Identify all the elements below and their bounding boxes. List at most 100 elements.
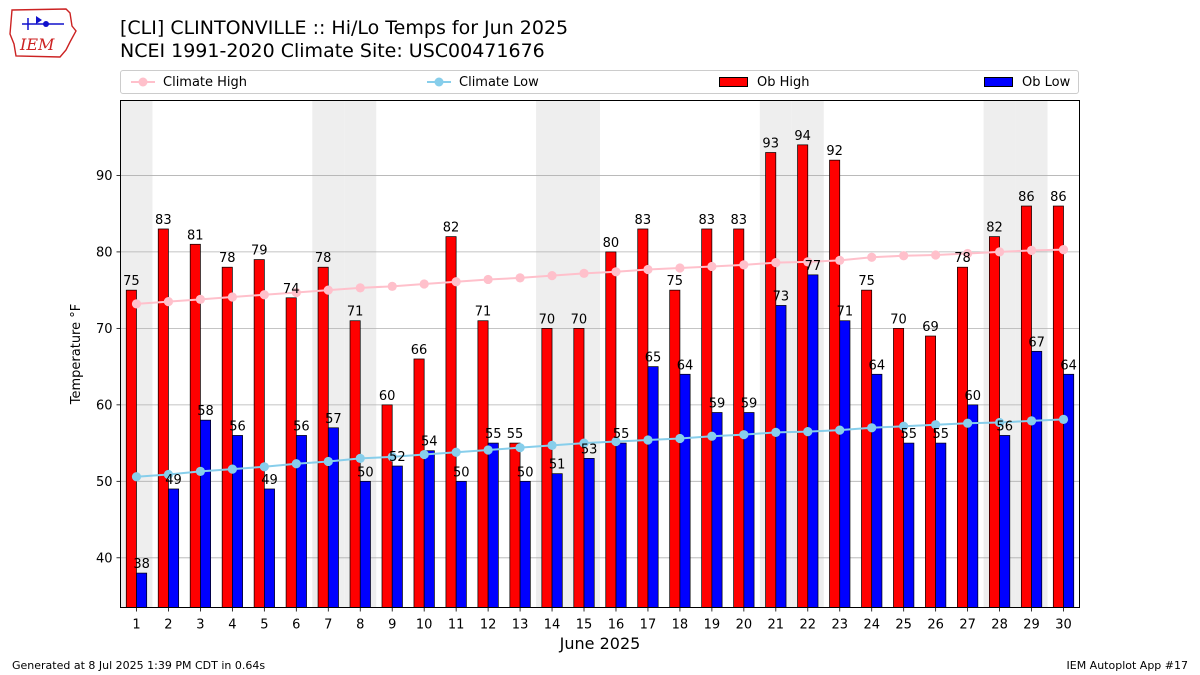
legend-item-climate-high: Climate High	[131, 71, 247, 93]
x-tick-label: 2	[164, 618, 172, 633]
ob-low-bar	[327, 427, 339, 608]
ob-low-bar	[967, 404, 979, 608]
climate-low-point	[994, 417, 1005, 428]
ob-low-bar	[583, 458, 595, 608]
ob-low-value-label: 49	[261, 473, 278, 488]
ob-low-bar	[935, 442, 947, 608]
ob-high-value-label: 93	[762, 137, 779, 152]
ob-low-value-label: 55	[485, 427, 502, 442]
climate-low-point	[483, 445, 493, 455]
climate-low-point	[547, 440, 557, 450]
climate-high-point	[419, 279, 429, 289]
weekend-shade	[536, 100, 569, 608]
ob-high-bar	[733, 228, 745, 608]
ob-low-value-label: 77	[805, 259, 822, 274]
x-tick-label: 1	[132, 618, 140, 633]
ob-low-value-label: 38	[133, 557, 150, 572]
climate-high-point	[611, 267, 621, 277]
ob-high-value-label: 94	[794, 129, 811, 144]
climate-high-point	[163, 297, 174, 307]
ob-high-value-label: 75	[858, 274, 875, 289]
weekend-shade	[344, 100, 377, 608]
ob-low-value-label: 57	[325, 412, 342, 427]
ob-high-bar	[317, 266, 329, 608]
ob-low-bar	[264, 488, 275, 608]
climate-high-point	[835, 255, 845, 265]
x-tick-label: 10	[416, 618, 433, 633]
ob-high-value-label: 86	[1050, 190, 1067, 205]
ob-high-bar	[253, 259, 265, 608]
climate-high-point	[899, 251, 909, 261]
ob-high-bar	[413, 358, 425, 608]
x-tick-label: 19	[704, 618, 721, 633]
legend-item-ob-low: Ob Low	[984, 71, 1070, 93]
legend-label-ob-high: Ob High	[757, 74, 810, 90]
ob-high-value-label: 70	[539, 312, 556, 327]
x-tick-label: 21	[768, 618, 785, 633]
ob-low-bar	[487, 442, 499, 608]
ob-low-bar	[807, 274, 819, 608]
climate-high-point	[451, 277, 461, 287]
climate-low-point	[675, 433, 685, 444]
ob-high-bar	[1020, 205, 1032, 608]
ob-low-value-label: 50	[357, 465, 374, 480]
climate-high-point	[387, 281, 397, 291]
x-tick-label: 13	[512, 618, 529, 633]
climate-high-point	[227, 292, 237, 302]
x-tick-label: 6	[292, 618, 300, 633]
climate-low-point	[867, 423, 877, 433]
y-tick-label: 90	[96, 169, 113, 184]
x-tick-label: 24	[863, 618, 880, 633]
ob-low-bar	[232, 435, 243, 608]
footer-generated: Generated at 8 Jul 2025 1:39 PM CDT in 0…	[12, 659, 266, 672]
climate-low-point	[963, 418, 973, 428]
climate-high-point	[931, 250, 941, 260]
ob-high-value-label: 79	[251, 244, 268, 259]
weekend-shade	[1015, 100, 1048, 608]
ob-low-bar	[839, 320, 851, 608]
ob-low-bar	[455, 480, 467, 608]
ob-high-bar	[157, 228, 169, 608]
climate-low-point	[451, 447, 461, 457]
ob-low-value-label: 60	[964, 389, 981, 404]
x-tick-label: 28	[991, 618, 1008, 633]
ob-high-swatch-icon	[719, 77, 748, 87]
climate-low-point	[387, 452, 397, 462]
ob-high-value-label: 69	[922, 320, 939, 335]
ob-low-value-label: 55	[613, 427, 630, 442]
ob-low-value-label: 50	[517, 465, 534, 480]
climate-low-point	[291, 459, 301, 469]
climate-high-point	[547, 271, 557, 281]
climate-low-point	[259, 462, 269, 472]
x-tick-label: 17	[640, 618, 657, 633]
climate-high-point	[483, 274, 493, 285]
climate-high-point	[803, 257, 813, 267]
climate-high-point	[291, 287, 301, 298]
weekend-shade	[568, 100, 600, 608]
plot-frame	[120, 100, 1080, 608]
ob-high-value-label: 92	[826, 144, 843, 159]
ob-high-value-label: 71	[347, 305, 364, 320]
climate-high-point	[643, 264, 653, 275]
ob-low-bar	[775, 305, 787, 608]
legend-label-climate-low: Climate Low	[459, 74, 539, 90]
climate-high-point	[771, 258, 781, 268]
x-tick-label: 4	[228, 618, 236, 633]
climate-low-point	[931, 420, 941, 430]
x-tick-label: 15	[576, 618, 593, 633]
climate-low-point	[419, 449, 429, 460]
ob-high-bar	[765, 152, 777, 608]
climate-low-point	[515, 443, 525, 453]
ob-low-bar	[999, 435, 1011, 608]
x-axis-label: June 2025	[559, 634, 641, 653]
ob-high-value-label: 60	[379, 389, 396, 404]
ob-high-bar	[797, 144, 809, 608]
climate-low-point	[195, 466, 206, 476]
ob-high-value-label: 70	[890, 312, 907, 327]
climate-low-point	[899, 421, 909, 431]
climate-low-point	[771, 427, 781, 437]
y-tick-label: 70	[96, 322, 113, 337]
ob-high-value-label: 55	[507, 427, 524, 442]
ob-high-bar	[957, 266, 968, 608]
footer-app: IEM Autoplot App #17	[1066, 659, 1189, 672]
